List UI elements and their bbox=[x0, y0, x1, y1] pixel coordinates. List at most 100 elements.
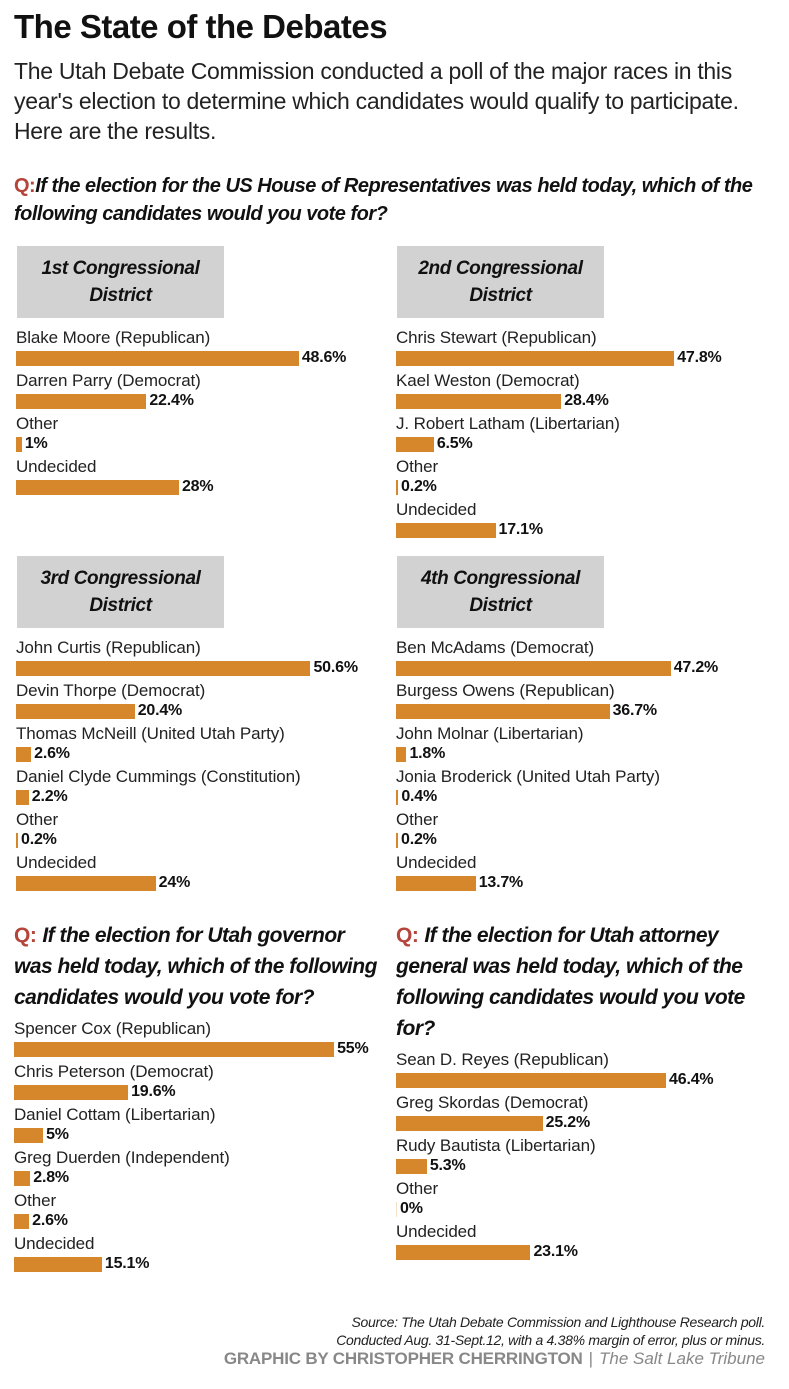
bar-track: 20.4% bbox=[16, 701, 358, 721]
bar-sean-d-reyes-republican bbox=[396, 1072, 667, 1088]
bar-chris-peterson-democrat bbox=[14, 1084, 129, 1100]
question-text: If the election for Utah attorney genera… bbox=[396, 924, 745, 1040]
candidate-label: John Molnar (Libertarian) bbox=[396, 724, 584, 743]
bar-blake-moore-republican bbox=[16, 350, 299, 366]
bar-kael-weston-democrat bbox=[396, 393, 562, 409]
district-title: 1st Congressional District bbox=[17, 246, 224, 318]
question-text: If the election for Utah governor was he… bbox=[14, 924, 377, 1009]
district-title: 3rd Congressional District bbox=[17, 556, 224, 628]
bar-track: 1.8% bbox=[396, 744, 718, 764]
candidate-label: Thomas McNeill (United Utah Party) bbox=[16, 724, 285, 743]
bar-row: Undecided 23.1% bbox=[396, 1222, 766, 1265]
value-label: 50.6% bbox=[313, 659, 358, 676]
bar-rudy-bautista-libertarian bbox=[396, 1158, 427, 1174]
source-line-1: Source: The Utah Debate Commission and L… bbox=[351, 1314, 766, 1330]
bar-track: 0.2% bbox=[396, 477, 722, 497]
question-marker: Q: bbox=[14, 175, 36, 197]
bar-darren-parry-democrat bbox=[16, 393, 147, 409]
bar-row: Chris Peterson (Democrat) 19.6% bbox=[14, 1062, 384, 1105]
value-label: 2.2% bbox=[31, 788, 68, 805]
race-question: Q: If the election for Utah governor was … bbox=[14, 920, 384, 1013]
bar-track: 47.8% bbox=[396, 348, 722, 368]
bar-row: Rudy Bautista (Libertarian) 5.3% bbox=[396, 1136, 766, 1179]
value-label: 28% bbox=[181, 478, 214, 495]
district-title-line-1: 3rd Congressional bbox=[40, 568, 201, 589]
bar-row: Undecided 15.1% bbox=[14, 1234, 384, 1277]
bar-row: Chris Stewart (Republican) 47.8% bbox=[396, 328, 722, 371]
bar-jonia-broderick-united-utah-party bbox=[396, 789, 399, 805]
candidate-label: Rudy Bautista (Libertarian) bbox=[396, 1136, 596, 1155]
value-label: 0% bbox=[400, 1200, 423, 1217]
value-label: 23.1% bbox=[533, 1243, 578, 1260]
value-label: 2.8% bbox=[33, 1169, 69, 1186]
value-label: 5.3% bbox=[429, 1157, 466, 1174]
bar-track: 5% bbox=[14, 1125, 384, 1145]
value-label: 2.6% bbox=[34, 745, 70, 762]
bar-track: 28.4% bbox=[396, 391, 722, 411]
district-title-line-2: District bbox=[89, 595, 152, 616]
bar-daniel-clyde-cummings-constitution bbox=[16, 789, 29, 805]
bar-burgess-owens-republican bbox=[396, 703, 610, 719]
bar-row: Ben McAdams (Democrat) 47.2% bbox=[396, 638, 718, 681]
candidate-label: Other bbox=[396, 457, 439, 476]
bar-track: 55% bbox=[14, 1039, 384, 1059]
bar-row: Other 2.6% bbox=[14, 1191, 384, 1234]
candidate-label: Undecided bbox=[396, 500, 477, 519]
bar-row: Greg Skordas (Democrat) 25.2% bbox=[396, 1093, 766, 1136]
district-title: 4th Congressional District bbox=[397, 556, 604, 628]
bar-undecided bbox=[396, 522, 496, 538]
bar-track: 19.6% bbox=[14, 1082, 384, 1102]
value-label: 0.4% bbox=[401, 788, 437, 805]
bar-other bbox=[16, 436, 22, 452]
bar-track: 13.7% bbox=[396, 873, 718, 893]
bar-track: 2.8% bbox=[14, 1168, 384, 1188]
candidate-label: Jonia Broderick (United Utah Party) bbox=[396, 767, 660, 786]
candidate-label: Devin Thorpe (Democrat) bbox=[16, 681, 206, 700]
district-4-panel: 4th Congressional District Ben McAdams (De… bbox=[396, 556, 718, 896]
candidate-label: Chris Stewart (Republican) bbox=[396, 328, 597, 347]
bar-row: John Molnar (Libertarian) 1.8% bbox=[396, 724, 718, 767]
bar-track: 24% bbox=[16, 873, 358, 893]
district-2-panel: 2nd Congressional District Chris Stewart (… bbox=[396, 246, 722, 543]
credit-separator: | bbox=[588, 1349, 593, 1368]
attorney-general-panel: Q: If the election for Utah attorney gene… bbox=[396, 920, 766, 1265]
candidate-label: Undecided bbox=[396, 1222, 477, 1241]
candidate-label: Daniel Clyde Cummings (Constitution) bbox=[16, 767, 301, 786]
race-question: Q: If the election for Utah attorney gene… bbox=[396, 920, 766, 1044]
value-label: 17.1% bbox=[498, 521, 544, 538]
bar-row: Daniel Clyde Cummings (Constitution) 2.2% bbox=[16, 767, 358, 810]
bar-track: 15.1% bbox=[14, 1254, 384, 1274]
bar-ben-mcadams-democrat bbox=[396, 660, 671, 676]
bar-track: 5.3% bbox=[396, 1156, 766, 1176]
candidate-label: Other bbox=[396, 810, 439, 829]
candidate-label: Kael Weston (Democrat) bbox=[396, 371, 580, 390]
bar-row: Undecided 24% bbox=[16, 853, 358, 896]
candidate-label: Greg Duerden (Independent) bbox=[14, 1148, 230, 1167]
candidate-label: Undecided bbox=[14, 1234, 95, 1253]
bar-undecided bbox=[396, 1244, 531, 1260]
candidate-label: Ben McAdams (Democrat) bbox=[396, 638, 595, 657]
intro-text: The Utah Debate Commission conducted a p… bbox=[14, 58, 739, 144]
bar-list: Chris Stewart (Republican) 47.8% Kael West… bbox=[396, 328, 722, 543]
bar-daniel-cottam-libertarian bbox=[14, 1127, 44, 1143]
bar-track: 2.2% bbox=[16, 787, 358, 807]
question-marker: Q: bbox=[396, 924, 419, 947]
bar-row: Devin Thorpe (Democrat) 20.4% bbox=[16, 681, 358, 724]
publication-name: The Salt Lake Tribune bbox=[599, 1349, 765, 1368]
candidate-label: Burgess Owens (Republican) bbox=[396, 681, 615, 700]
bar-other bbox=[16, 832, 18, 848]
district-title-line-1: 2nd Congressional bbox=[418, 258, 583, 279]
candidate-label: Chris Peterson (Democrat) bbox=[14, 1062, 214, 1081]
bar-track: 50.6% bbox=[16, 658, 358, 678]
candidate-label: Greg Skordas (Democrat) bbox=[396, 1093, 589, 1112]
bar-track: 1% bbox=[16, 434, 346, 454]
candidate-label: Spencer Cox (Republican) bbox=[14, 1019, 211, 1038]
bar-row: Other 0.2% bbox=[396, 810, 718, 853]
value-label: 15.1% bbox=[104, 1255, 150, 1272]
bar-other bbox=[396, 832, 398, 848]
bar-greg-skordas-democrat bbox=[396, 1115, 543, 1131]
value-label: 22.4% bbox=[149, 392, 194, 409]
bar-spencer-cox-republican bbox=[14, 1041, 335, 1057]
candidate-label: John Curtis (Republican) bbox=[16, 638, 201, 657]
bar-undecided bbox=[14, 1256, 102, 1272]
